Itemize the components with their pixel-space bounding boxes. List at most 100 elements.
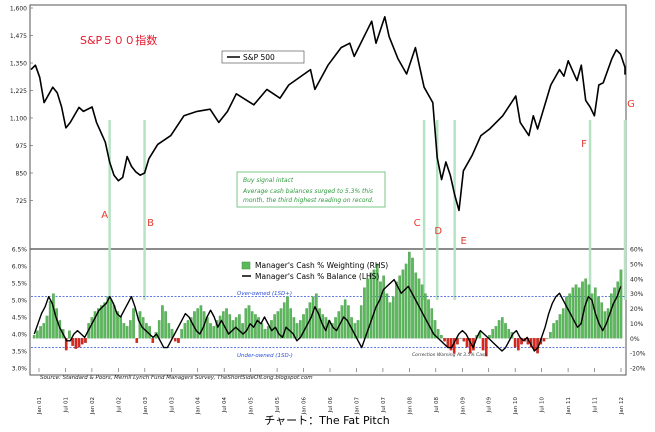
- weighting-bar: [363, 287, 366, 339]
- right-y-tick-label: 10%: [630, 321, 644, 328]
- weighting-bar: [286, 296, 289, 339]
- weighting-bar: [225, 308, 228, 339]
- left-y-tick-label: 4.0%: [12, 332, 28, 339]
- weighting-bar: [247, 305, 251, 339]
- weighting-bar: [497, 320, 501, 339]
- balance-series-line: [33, 278, 622, 352]
- weighting-bar: [42, 323, 46, 339]
- weighting-bar: [196, 308, 199, 339]
- weighting-bar: [116, 311, 119, 339]
- weighting-bar: [183, 323, 187, 339]
- weighting-bar: [132, 308, 135, 339]
- x-tick-label: Jan 03: [143, 397, 149, 416]
- weighting-bar: [39, 326, 42, 339]
- weighting-bar: [597, 296, 600, 339]
- weighting-bar: [568, 293, 571, 339]
- weighting-bar: [318, 308, 321, 339]
- source-note: Source: Standard & Poors, Merrill Lynch …: [40, 375, 313, 381]
- weighting-bar: [581, 281, 584, 339]
- weighting-bar: [484, 338, 488, 357]
- weighting-bar: [372, 269, 376, 339]
- weighting-bar: [45, 315, 49, 339]
- signal-letter-d: D: [434, 226, 442, 237]
- top-y-tick-label: 1,225: [10, 88, 27, 95]
- weighting-bar: [189, 317, 193, 339]
- x-tick-label: Jul 07: [381, 397, 387, 414]
- weighting-bar: [84, 338, 87, 343]
- weighting-legend-label: Manager's Cash % Weighting (RHS): [255, 261, 388, 270]
- weighting-bar: [606, 308, 610, 339]
- weighting-bar: [48, 300, 52, 339]
- weighting-bar: [93, 311, 97, 339]
- weighting-bar: [427, 299, 430, 339]
- weighting-bar: [135, 338, 139, 343]
- x-tick-label: Jan 02: [90, 397, 96, 415]
- weighting-bar: [103, 302, 107, 339]
- weighting-bar: [549, 332, 552, 339]
- x-tick-label: Jan 10: [513, 397, 519, 416]
- weighting-bar: [414, 272, 418, 339]
- top-y-tick-label: 725: [16, 198, 28, 205]
- weighting-bar: [366, 278, 369, 339]
- weighting-bar: [404, 263, 408, 339]
- x-tick-label: Jul 02: [116, 397, 122, 413]
- signal-letters: A B C D E F G: [101, 99, 635, 247]
- weighting-bar: [302, 314, 305, 339]
- caption: チャート：The Fat Pitch: [264, 414, 390, 427]
- weighting-bar: [238, 314, 241, 339]
- weighting-bar: [613, 287, 616, 339]
- weighting-bar: [244, 308, 248, 339]
- weighting-bar: [257, 317, 260, 339]
- weighting-bar: [263, 329, 267, 339]
- weighting-bar: [411, 257, 414, 339]
- weighting-bar: [109, 299, 113, 339]
- weighting-bar: [52, 293, 55, 339]
- weighting-bar: [205, 317, 209, 339]
- weighting-legend-swatch: [241, 261, 251, 270]
- weighting-bar: [401, 269, 405, 339]
- right-y-tick-label: -10%: [630, 351, 646, 358]
- weighting-bar: [113, 305, 116, 339]
- left-y-tick-label: 5.0%: [12, 298, 28, 305]
- weighting-bar: [311, 296, 315, 339]
- left-y-tick-label: 4.5%: [12, 315, 28, 322]
- weighting-bar: [385, 293, 389, 339]
- x-tick-label: Jan 12: [619, 397, 625, 415]
- weighting-bar: [382, 275, 385, 339]
- right-y-tick-label: 60%: [630, 247, 644, 254]
- weighting-bar: [587, 284, 591, 339]
- weighting-bar: [619, 269, 623, 339]
- sp500-legend-box: [221, 50, 305, 64]
- weighting-bar: [369, 272, 373, 339]
- weighting-bar: [449, 338, 453, 351]
- weighting-bar: [276, 311, 280, 339]
- x-tick-label: Jan 01: [37, 397, 43, 415]
- weighting-bar: [481, 338, 485, 351]
- x-axis-ticks: Jan 01 Jul 01 Jan 02 Jul 02 Jan 03 Jul 03 Jan …: [37, 368, 625, 415]
- weighting-bar: [440, 335, 443, 339]
- weighting-bar: [359, 305, 363, 339]
- sp500-legend-label: S&P 500: [243, 53, 275, 62]
- weighting-bar: [494, 326, 498, 339]
- weighting-bar: [334, 317, 337, 339]
- sp500-legend: S&P 500: [221, 50, 305, 64]
- weighting-bar: [64, 338, 68, 351]
- weighting-bar: [571, 287, 575, 339]
- weighting-bar: [491, 329, 494, 339]
- balance-legend-label: Manager's Cash % Balance (LHS): [255, 272, 379, 281]
- signal-note-line3: month, the third highest reading on reco…: [243, 197, 374, 204]
- x-tick-label: Jan 08: [407, 397, 413, 416]
- weighting-bar: [462, 338, 466, 342]
- top-y-tick-label: 1,350: [10, 61, 27, 68]
- top-y-tick-label: 1,600: [10, 6, 27, 13]
- x-tick-label: Jan 06: [302, 397, 308, 416]
- weighting-bar: [513, 338, 517, 348]
- weighting-bar: [96, 308, 100, 339]
- weighting-bar: [77, 338, 81, 348]
- right-y-tick-label: -20%: [630, 366, 646, 373]
- signal-letter-f: F: [581, 139, 587, 150]
- weighting-bar: [266, 326, 270, 339]
- weighting-bar: [353, 323, 357, 339]
- weighting-bar: [173, 338, 177, 342]
- signal-letter-g: G: [627, 99, 635, 110]
